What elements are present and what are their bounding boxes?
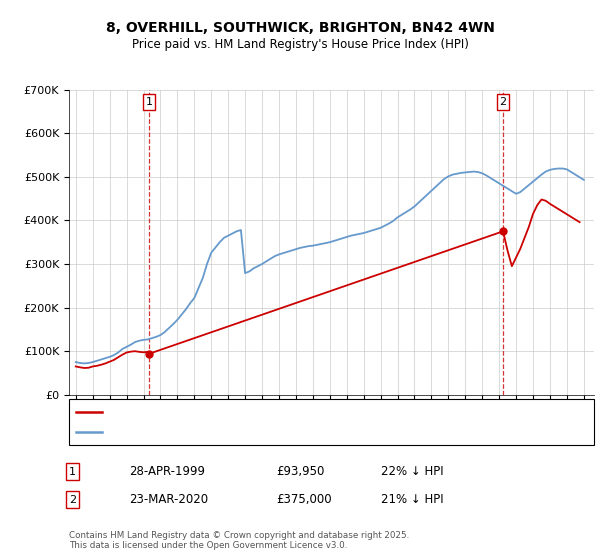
Text: 1: 1 xyxy=(69,466,76,477)
Text: 2: 2 xyxy=(499,97,506,107)
Text: £375,000: £375,000 xyxy=(276,493,332,506)
Text: 8, OVERHILL, SOUTHWICK, BRIGHTON, BN42 4WN (detached house): 8, OVERHILL, SOUTHWICK, BRIGHTON, BN42 4… xyxy=(108,407,462,417)
Text: Contains HM Land Registry data © Crown copyright and database right 2025.
This d: Contains HM Land Registry data © Crown c… xyxy=(69,531,409,550)
Text: 1: 1 xyxy=(145,97,152,107)
Text: £93,950: £93,950 xyxy=(276,465,325,478)
Text: Price paid vs. HM Land Registry's House Price Index (HPI): Price paid vs. HM Land Registry's House … xyxy=(131,38,469,51)
Text: 22% ↓ HPI: 22% ↓ HPI xyxy=(381,465,443,478)
Text: 23-MAR-2020: 23-MAR-2020 xyxy=(129,493,208,506)
Text: 28-APR-1999: 28-APR-1999 xyxy=(129,465,205,478)
Text: 21% ↓ HPI: 21% ↓ HPI xyxy=(381,493,443,506)
Text: 8, OVERHILL, SOUTHWICK, BRIGHTON, BN42 4WN: 8, OVERHILL, SOUTHWICK, BRIGHTON, BN42 4… xyxy=(106,21,494,35)
Text: HPI: Average price, detached house, Adur: HPI: Average price, detached house, Adur xyxy=(108,427,325,437)
Text: 2: 2 xyxy=(69,494,76,505)
